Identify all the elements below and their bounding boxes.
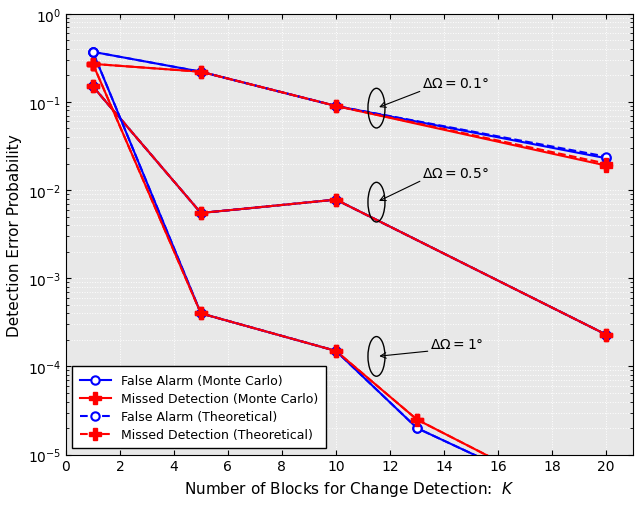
Line: False Alarm (Monte Carlo): False Alarm (Monte Carlo) bbox=[89, 48, 610, 163]
False Alarm (Theoretical) bbox=[332, 104, 340, 110]
Missed Detection (Monte Carlo) bbox=[89, 62, 97, 68]
Missed Detection (Theoretical) bbox=[197, 70, 205, 76]
Text: $\Delta\Omega = 0.1\degree$: $\Delta\Omega = 0.1\degree$ bbox=[422, 77, 489, 91]
Line: Missed Detection (Theoretical): Missed Detection (Theoretical) bbox=[87, 59, 612, 170]
Text: $\Delta\Omega = 0.5\degree$: $\Delta\Omega = 0.5\degree$ bbox=[422, 167, 489, 181]
X-axis label: Number of Blocks for Change Detection:  $K$: Number of Blocks for Change Detection: $… bbox=[184, 479, 515, 498]
False Alarm (Theoretical) bbox=[89, 49, 97, 56]
False Alarm (Monte Carlo) bbox=[602, 156, 610, 162]
False Alarm (Monte Carlo) bbox=[197, 70, 205, 76]
False Alarm (Monte Carlo) bbox=[89, 49, 97, 56]
Legend: False Alarm (Monte Carlo), Missed Detection (Monte Carlo), False Alarm (Theoreti: False Alarm (Monte Carlo), Missed Detect… bbox=[72, 367, 326, 448]
Missed Detection (Monte Carlo) bbox=[332, 104, 340, 110]
Missed Detection (Monte Carlo) bbox=[602, 163, 610, 169]
Missed Detection (Theoretical) bbox=[89, 62, 97, 68]
False Alarm (Monte Carlo) bbox=[332, 104, 340, 110]
Missed Detection (Theoretical) bbox=[332, 104, 340, 110]
Text: $\Delta\Omega = 1\degree$: $\Delta\Omega = 1\degree$ bbox=[431, 337, 484, 351]
Y-axis label: Detection Error Probability: Detection Error Probability bbox=[7, 133, 22, 336]
Line: Missed Detection (Monte Carlo): Missed Detection (Monte Carlo) bbox=[87, 59, 612, 172]
Missed Detection (Theoretical) bbox=[602, 161, 610, 167]
Missed Detection (Monte Carlo) bbox=[197, 70, 205, 76]
False Alarm (Theoretical) bbox=[602, 154, 610, 160]
False Alarm (Theoretical) bbox=[197, 70, 205, 76]
Line: False Alarm (Theoretical): False Alarm (Theoretical) bbox=[89, 48, 610, 162]
